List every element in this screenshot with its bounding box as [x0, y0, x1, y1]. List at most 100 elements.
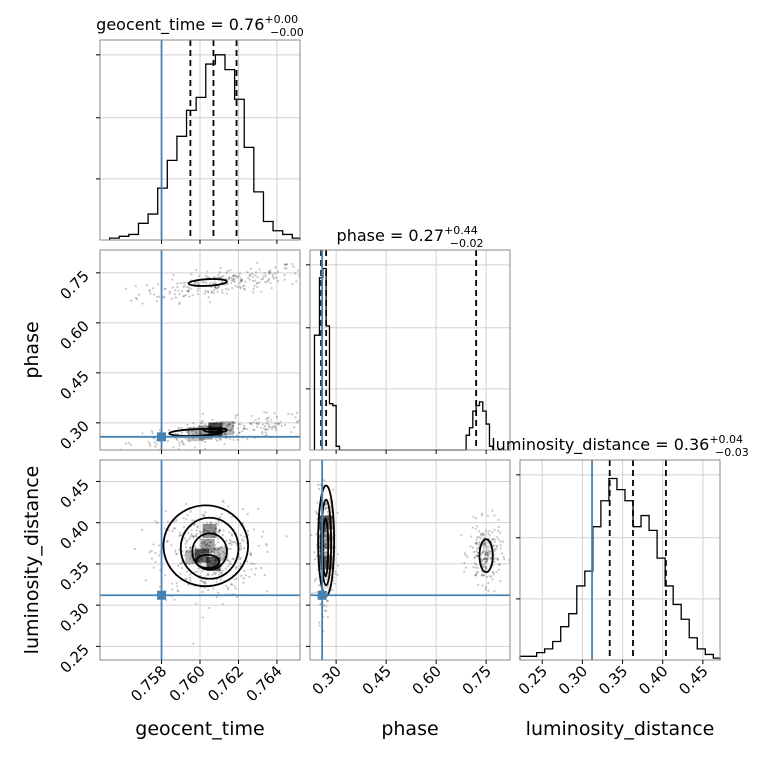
sample-point: [474, 574, 478, 577]
sample-point: [496, 545, 499, 548]
sample-point: [256, 275, 259, 279]
sample-point: [230, 276, 233, 280]
sample-point: [201, 590, 204, 593]
sample-point: [261, 432, 264, 435]
sample-point: [481, 551, 484, 554]
sample-point: [199, 562, 202, 565]
sample-point: [491, 578, 494, 581]
sample-point: [229, 538, 232, 542]
sample-point: [219, 266, 222, 270]
sample-point: [173, 598, 176, 601]
sample-point: [323, 508, 327, 511]
sample-point: [243, 288, 246, 291]
sample-point: [484, 549, 488, 552]
sample-point: [284, 263, 287, 266]
sample-point: [479, 537, 482, 540]
x-tick-label-geocent_time-2: 0.762: [204, 662, 247, 705]
title-plus: +0.00: [264, 13, 298, 26]
sample-point: [208, 606, 211, 610]
sample-point: [486, 557, 489, 560]
sample-point: [162, 295, 165, 298]
sample-point: [185, 577, 188, 581]
sample-point: [240, 278, 243, 281]
sample-point: [474, 541, 477, 545]
sample-point: [217, 547, 220, 550]
sample-point: [234, 414, 237, 417]
sample-point: [190, 287, 193, 290]
title-param: luminosity_distance: [491, 435, 650, 455]
sample-point: [261, 423, 265, 426]
sample-point: [244, 280, 247, 283]
sample-point: [476, 547, 479, 550]
sample-point: [241, 522, 245, 525]
scatter-panel-phase-vs-luminosity_distance: [306, 459, 511, 664]
sample-point: [181, 562, 184, 565]
sample-point: [243, 547, 246, 550]
sample-point: [157, 295, 161, 298]
sample-point: [225, 271, 228, 275]
sample-point: [186, 423, 189, 426]
sample-point: [484, 560, 487, 563]
sample-point: [220, 280, 224, 284]
sample-point: [251, 279, 255, 283]
sample-point: [201, 412, 205, 416]
sample-point: [174, 456, 176, 458]
sample-point: [266, 428, 269, 431]
sample-point: [215, 527, 218, 530]
hist-panel-phase: [306, 249, 511, 454]
sample-point: [195, 431, 198, 434]
sample-point: [332, 488, 335, 491]
sample-point: [195, 529, 198, 532]
sample-point: [473, 556, 476, 559]
sample-point: [250, 562, 253, 565]
sample-point: [295, 280, 298, 283]
sample-point: [477, 546, 480, 549]
sample-point: [152, 566, 155, 569]
sample-point: [200, 541, 203, 544]
sample-point: [225, 434, 228, 437]
sample-point: [496, 536, 499, 539]
sample-point: [200, 580, 204, 583]
sample-point: [170, 543, 173, 547]
sample-point: [234, 274, 237, 277]
sample-point: [195, 602, 198, 605]
sample-point: [333, 412, 335, 414]
sample-point: [188, 562, 191, 566]
sample-point: [223, 545, 226, 548]
sample-point: [225, 426, 228, 429]
sample-point: [318, 624, 321, 627]
sample-point: [317, 621, 321, 624]
sample-point: [198, 424, 201, 428]
sample-point: [487, 589, 490, 592]
sample-point: [482, 565, 485, 569]
sample-point: [265, 542, 268, 546]
sample-point: [257, 544, 260, 547]
sample-point: [483, 557, 486, 560]
sample-point: [192, 535, 195, 539]
sample-point: [493, 557, 496, 560]
sample-point: [221, 499, 224, 502]
sample-point: [232, 275, 236, 278]
sample-point: [124, 442, 128, 445]
sample-point: [209, 521, 212, 524]
x-tick-label-luminosity_distance-4: 0.45: [675, 662, 711, 698]
sample-point: [489, 556, 492, 559]
sample-point: [476, 566, 479, 570]
truth-marker: [157, 590, 167, 600]
sample-point: [247, 276, 250, 279]
x-axis-label-luminosity_distance: luminosity_distance: [526, 718, 715, 740]
sample-point: [240, 279, 244, 282]
sample-point: [475, 538, 478, 541]
sample-point: [217, 591, 220, 594]
sample-point: [497, 568, 500, 571]
sample-point: [271, 273, 275, 276]
sample-point: [191, 519, 194, 522]
sample-point: [220, 572, 223, 575]
sample-point: [221, 291, 224, 295]
sample-point: [219, 276, 222, 279]
sample-point: [210, 550, 214, 553]
contour-1: [179, 516, 240, 580]
sample-point: [239, 542, 242, 545]
sample-point: [215, 286, 218, 290]
sample-point: [167, 428, 171, 432]
